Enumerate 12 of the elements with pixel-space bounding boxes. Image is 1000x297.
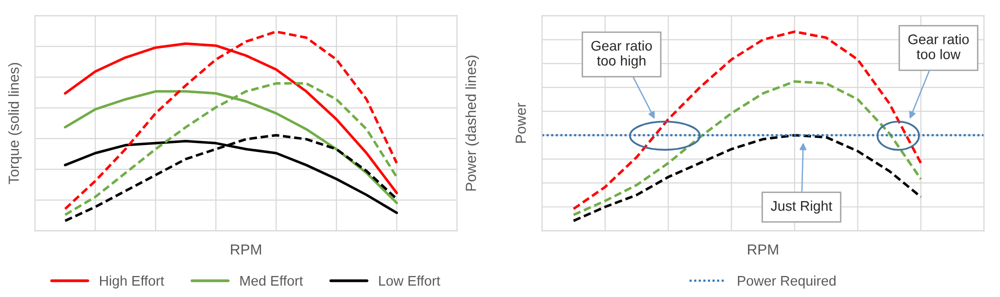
y-axis-title: Power — [516, 102, 526, 143]
x-axis-title: RPM — [748, 244, 778, 255]
legend-label: High Effort — [100, 276, 164, 288]
legend-label: Med Effort — [240, 276, 303, 286]
y2-axis-title: Power (dashed lines) — [465, 56, 479, 191]
legend-label: Low Effort — [379, 276, 440, 286]
y-axis-title: Torque (solid lines) — [8, 62, 22, 184]
annotation: Gear ratio too low — [908, 34, 969, 60]
annotation: Just Right — [770, 200, 832, 214]
x-axis-title: RPM — [230, 244, 262, 255]
legend-label: Power Required — [738, 276, 836, 288]
annotation: Gear ratio too high — [591, 40, 652, 68]
